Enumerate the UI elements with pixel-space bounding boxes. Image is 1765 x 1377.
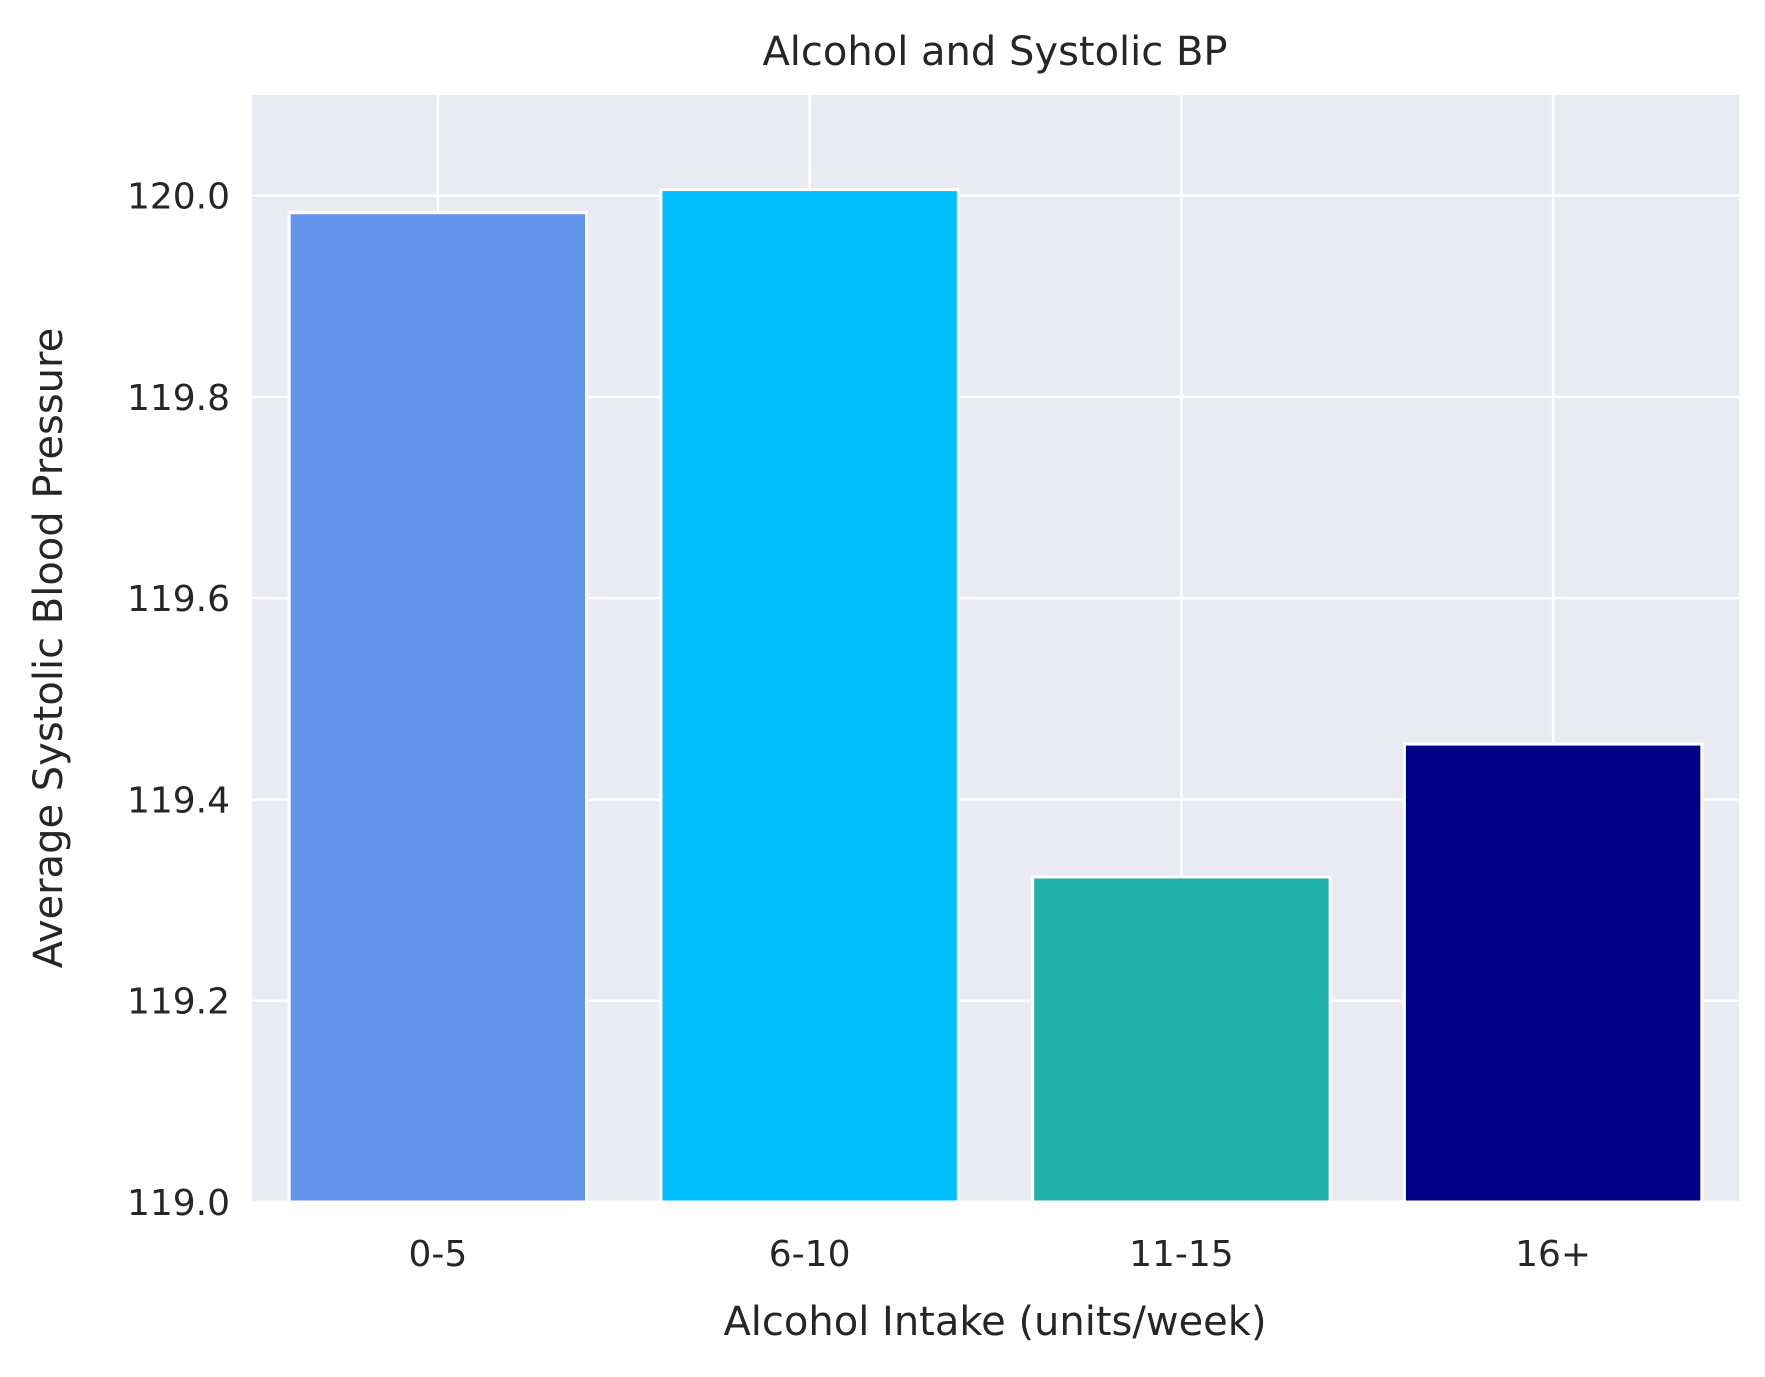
x-tick-label: 0-5: [408, 1234, 467, 1275]
bar-11-15: [1031, 875, 1332, 1204]
chart-title: Alcohol and Systolic BP: [762, 29, 1227, 75]
x-tick-label: 16+: [1515, 1234, 1591, 1275]
x-tick-label: 6-10: [769, 1234, 851, 1275]
bar-6-10: [659, 188, 960, 1204]
y-tick-label: 119.4: [127, 780, 230, 821]
y-tick-label: 119.0: [127, 1183, 230, 1224]
bar-16+: [1402, 742, 1704, 1204]
y-tick-label: 119.8: [127, 378, 230, 419]
x-axis-title: Alcohol Intake (units/week): [723, 1299, 1266, 1345]
x-axis-ticks: 0-5 6-10 11-15 16+: [408, 1234, 1591, 1275]
y-axis-title: Average Systolic Blood Pressure: [26, 328, 72, 968]
bars: [287, 188, 1704, 1204]
y-tick-label: 119.2: [127, 982, 230, 1023]
bar-0-5: [287, 211, 589, 1204]
y-tick-label: 119.6: [127, 579, 230, 620]
y-axis-ticks: 119.0 119.2 119.4 119.6 119.8 120.0: [127, 177, 230, 1224]
x-tick-label: 11-15: [1129, 1234, 1234, 1275]
y-tick-label: 120.0: [127, 177, 230, 218]
